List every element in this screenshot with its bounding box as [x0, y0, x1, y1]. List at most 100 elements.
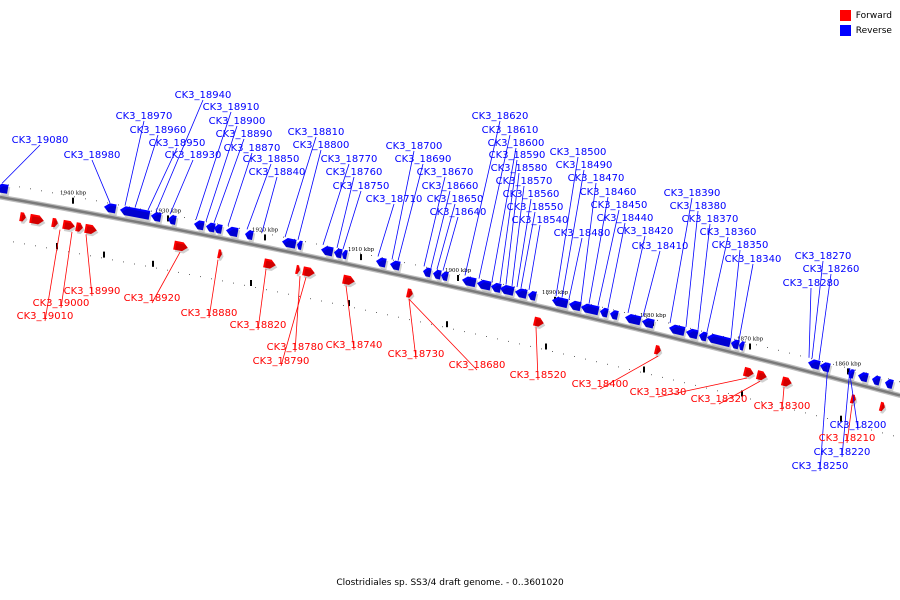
scale-dot: [217, 223, 218, 225]
forward-gene-arrow: [29, 213, 44, 225]
scale-dot: [184, 217, 185, 218]
reverse-gene-arrow-shadow: [849, 371, 857, 382]
reverse-gene-arrow: [808, 359, 821, 370]
forward-gene-arrow-shadow: [303, 268, 317, 279]
scale-dot: [305, 241, 306, 243]
scale-dot: [761, 401, 762, 403]
reverse-gene-arrow: [707, 333, 732, 348]
scale-dot: [162, 212, 163, 214]
reverse-gene-label: CK3_18440: [597, 213, 654, 224]
scale-tick-label: 1940 kbp: [60, 191, 87, 197]
reverse-gene-arrow-shadow: [377, 259, 389, 270]
scale-dot: [415, 264, 416, 266]
scale-dot: [651, 374, 652, 376]
reverse-gene-label-leader: [478, 134, 511, 279]
scale-dot: [585, 358, 586, 360]
reverse-gene-arrow: [669, 324, 686, 336]
reverse-gene-label-leader: [430, 190, 451, 269]
reverse-gene-label: CK3_18590: [489, 150, 546, 161]
scale-tick: [457, 275, 459, 281]
reverse-gene-label: CK3_18360: [700, 227, 757, 238]
scale-dot: [712, 333, 713, 335]
forward-gene-arrow: [878, 401, 885, 412]
scale-dot: [41, 190, 42, 192]
scale-dot: [882, 432, 883, 434]
reverse-gene-arrow-shadow: [105, 205, 119, 216]
reverse-gene-label-leader: [246, 163, 272, 230]
scale-dot: [332, 302, 333, 304]
scale-tick: [264, 234, 266, 241]
reverse-gene-label-leader: [464, 120, 501, 276]
reverse-gene-arrow: [642, 318, 655, 329]
reverse-gene-arrow-shadow: [740, 343, 747, 354]
scale-dot: [580, 301, 581, 303]
reverse-gene-label: CK3_18930: [165, 150, 222, 161]
scale-dot: [255, 287, 256, 288]
scale-dot: [382, 257, 383, 259]
forward-gene-arrow-shadow: [52, 220, 60, 230]
reverse-gene-label-leader: [819, 362, 829, 472]
scale-tick-label: 1860 kbp: [835, 361, 862, 367]
reverse-gene-label: CK3_18480: [554, 228, 611, 239]
scale-dot: [409, 319, 410, 321]
reverse-gene-label-leader: [322, 163, 350, 246]
reverse-gene-label-leader: [811, 260, 824, 359]
scale-dot: [189, 274, 190, 275]
reverse-gene-arrow-shadow: [529, 293, 539, 304]
legend-item-reverse: Reverse: [839, 23, 892, 38]
scale-dot: [398, 316, 399, 318]
scale-dot: [420, 321, 421, 323]
forward-gene-label: CK3_18320: [691, 394, 748, 405]
scale-dot: [497, 338, 498, 340]
reverse-gene-label: CK3_18810: [288, 127, 345, 138]
feature-mark: [250, 280, 252, 286]
scale-dot: [277, 291, 278, 293]
reverse-gene-label: CK3_18470: [568, 173, 625, 184]
reverse-gene-arrow: [214, 224, 223, 234]
reverse-gene-label-leader: [205, 125, 238, 222]
reverse-gene-arrow-shadow: [732, 341, 742, 352]
reverse-gene-arrow-shadow: [553, 299, 571, 311]
reverse-gene-label: CK3_18540: [512, 215, 569, 226]
reverse-gene-label-leader: [1, 144, 41, 184]
reverse-gene-label: CK3_18280: [783, 278, 840, 289]
scale-tick: [749, 343, 751, 350]
reverse-gene-label: CK3_18410: [632, 241, 689, 252]
forward-gene-label: CK3_19000: [33, 298, 90, 309]
reverse-swatch: [839, 25, 851, 36]
forward-gene-label-leader: [85, 234, 93, 297]
forward-gene-label-leader: [60, 231, 73, 309]
reverse-gene-label-leader: [169, 159, 194, 215]
reverse-gene-label: CK3_18380: [670, 201, 727, 212]
forward-gene-label: CK3_18730: [388, 349, 445, 360]
forward-gene-arrow-shadow: [655, 347, 663, 357]
scale-dot: [822, 361, 823, 362]
scale-dot: [211, 278, 212, 280]
reverse-gene-label-leader: [669, 197, 693, 324]
reverse-gene-label: CK3_18560: [503, 189, 560, 200]
reverse-gene-arrow: [245, 230, 254, 240]
forward-gene-arrow: [173, 240, 188, 252]
forward-gene-label: CK3_18780: [267, 342, 324, 353]
reverse-gene-arrow-shadow: [169, 217, 179, 228]
reverse-gene-label-leader: [848, 367, 859, 431]
scale-dot: [233, 282, 234, 284]
reverse-gene-label: CK3_18760: [326, 167, 383, 178]
forward-gene-label: CK3_18520: [510, 370, 567, 381]
reverse-gene-arrow-shadow: [821, 364, 833, 375]
reverse-gene-arrow: [226, 226, 239, 237]
scale-dot: [734, 338, 735, 340]
reverse-gene-label-leader: [213, 138, 245, 223]
scale-dot: [371, 255, 372, 256]
reverse-gene-arrow-shadow: [859, 374, 871, 385]
scale-dot: [662, 376, 663, 378]
reverse-gene-arrow-shadow: [322, 248, 336, 259]
scale-dot: [871, 429, 872, 431]
scale-dot: [156, 267, 157, 269]
reverse-gene-arrow-shadow: [335, 250, 345, 261]
forward-gene-label: CK3_18990: [64, 286, 121, 297]
reverse-gene-label-leader: [642, 250, 661, 317]
scale-dot: [79, 253, 80, 255]
reverse-gene-arrow: [433, 269, 442, 280]
scale-dot: [288, 293, 289, 295]
